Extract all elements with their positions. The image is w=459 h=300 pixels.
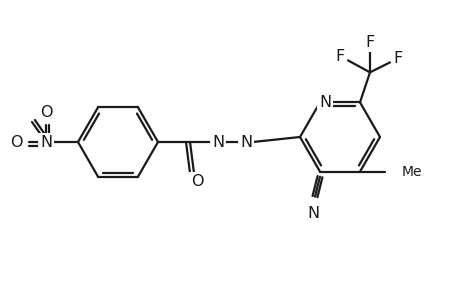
Text: O: O bbox=[10, 134, 22, 149]
Text: F: F bbox=[392, 51, 402, 66]
Text: O: O bbox=[39, 104, 52, 119]
Text: N: N bbox=[306, 206, 319, 221]
Text: Me: Me bbox=[401, 165, 421, 178]
Text: F: F bbox=[335, 49, 344, 64]
Text: N: N bbox=[318, 95, 330, 110]
Text: F: F bbox=[364, 35, 374, 50]
Text: O: O bbox=[190, 173, 203, 188]
Text: N: N bbox=[40, 134, 52, 149]
Text: N: N bbox=[212, 134, 224, 149]
Text: N: N bbox=[240, 134, 252, 149]
